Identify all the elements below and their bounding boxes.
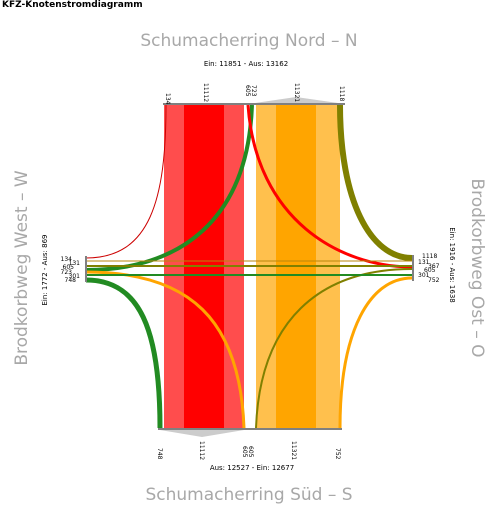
tick-east-5: 301 [418,272,430,279]
summary-north: Ein: 11851 - Aus: 13162 [204,60,288,68]
tick-west-5: 301 [69,273,81,280]
flow-west-south [85,277,163,429]
tick-east-2: 131 [418,259,430,266]
tick-south-4: 605 [247,446,254,458]
tick-north-6: 1118 [338,86,345,101]
flow-west-north [85,104,254,272]
marker-south [160,430,244,437]
tick-south-5: 11321 [290,441,297,460]
tick-south-6: 752 [334,448,341,460]
tick-east-6: 752 [428,277,440,284]
tick-north-4: 723 [250,85,257,97]
arm-name-north: Schumacherring Nord – N [140,31,357,51]
tick-north-5: 11321 [293,83,300,102]
arm-name-east: Brodkorbweg Ost – O [467,178,487,357]
tick-south-3: 605 [241,446,248,458]
summary-west: Ein: 1772 - Aus: 869 [41,235,49,306]
arm-name-south: Schumacherring Süd – S [145,485,352,505]
diagram-title: KFZ-Knotenstromdiagramm [2,0,143,10]
tick-west-2: 131 [69,260,81,267]
tick-west-1: 134 [61,256,73,263]
flow-east-north [337,104,413,261]
tick-north-3: 605 [244,85,251,97]
flow-east-south [255,268,413,429]
tick-west-6: 748 [65,277,77,284]
arm-name-west: Brodkorbweg West – W [12,170,32,366]
flow-north-west-thin [85,104,167,259]
tick-east-3: 367 [428,263,440,270]
summary-south: Aus: 12527 - Ein: 12677 [210,464,294,472]
tick-east-1: 1118 [422,253,437,260]
tick-south-1: 748 [156,448,163,460]
tick-west-3: 605 [63,264,75,271]
flow-north-east [246,104,413,269]
tick-west-4: 723 [61,269,73,276]
marker-north [255,97,338,103]
summary-east: Ein: 1916 - Aus: 1638 [448,227,456,302]
flow-south-east [338,276,413,429]
tick-east-4: 605 [424,267,436,274]
tick-south-2: 11112 [198,441,205,460]
tick-north-2: 11112 [202,83,209,102]
tick-north-1: 134 [164,93,171,105]
